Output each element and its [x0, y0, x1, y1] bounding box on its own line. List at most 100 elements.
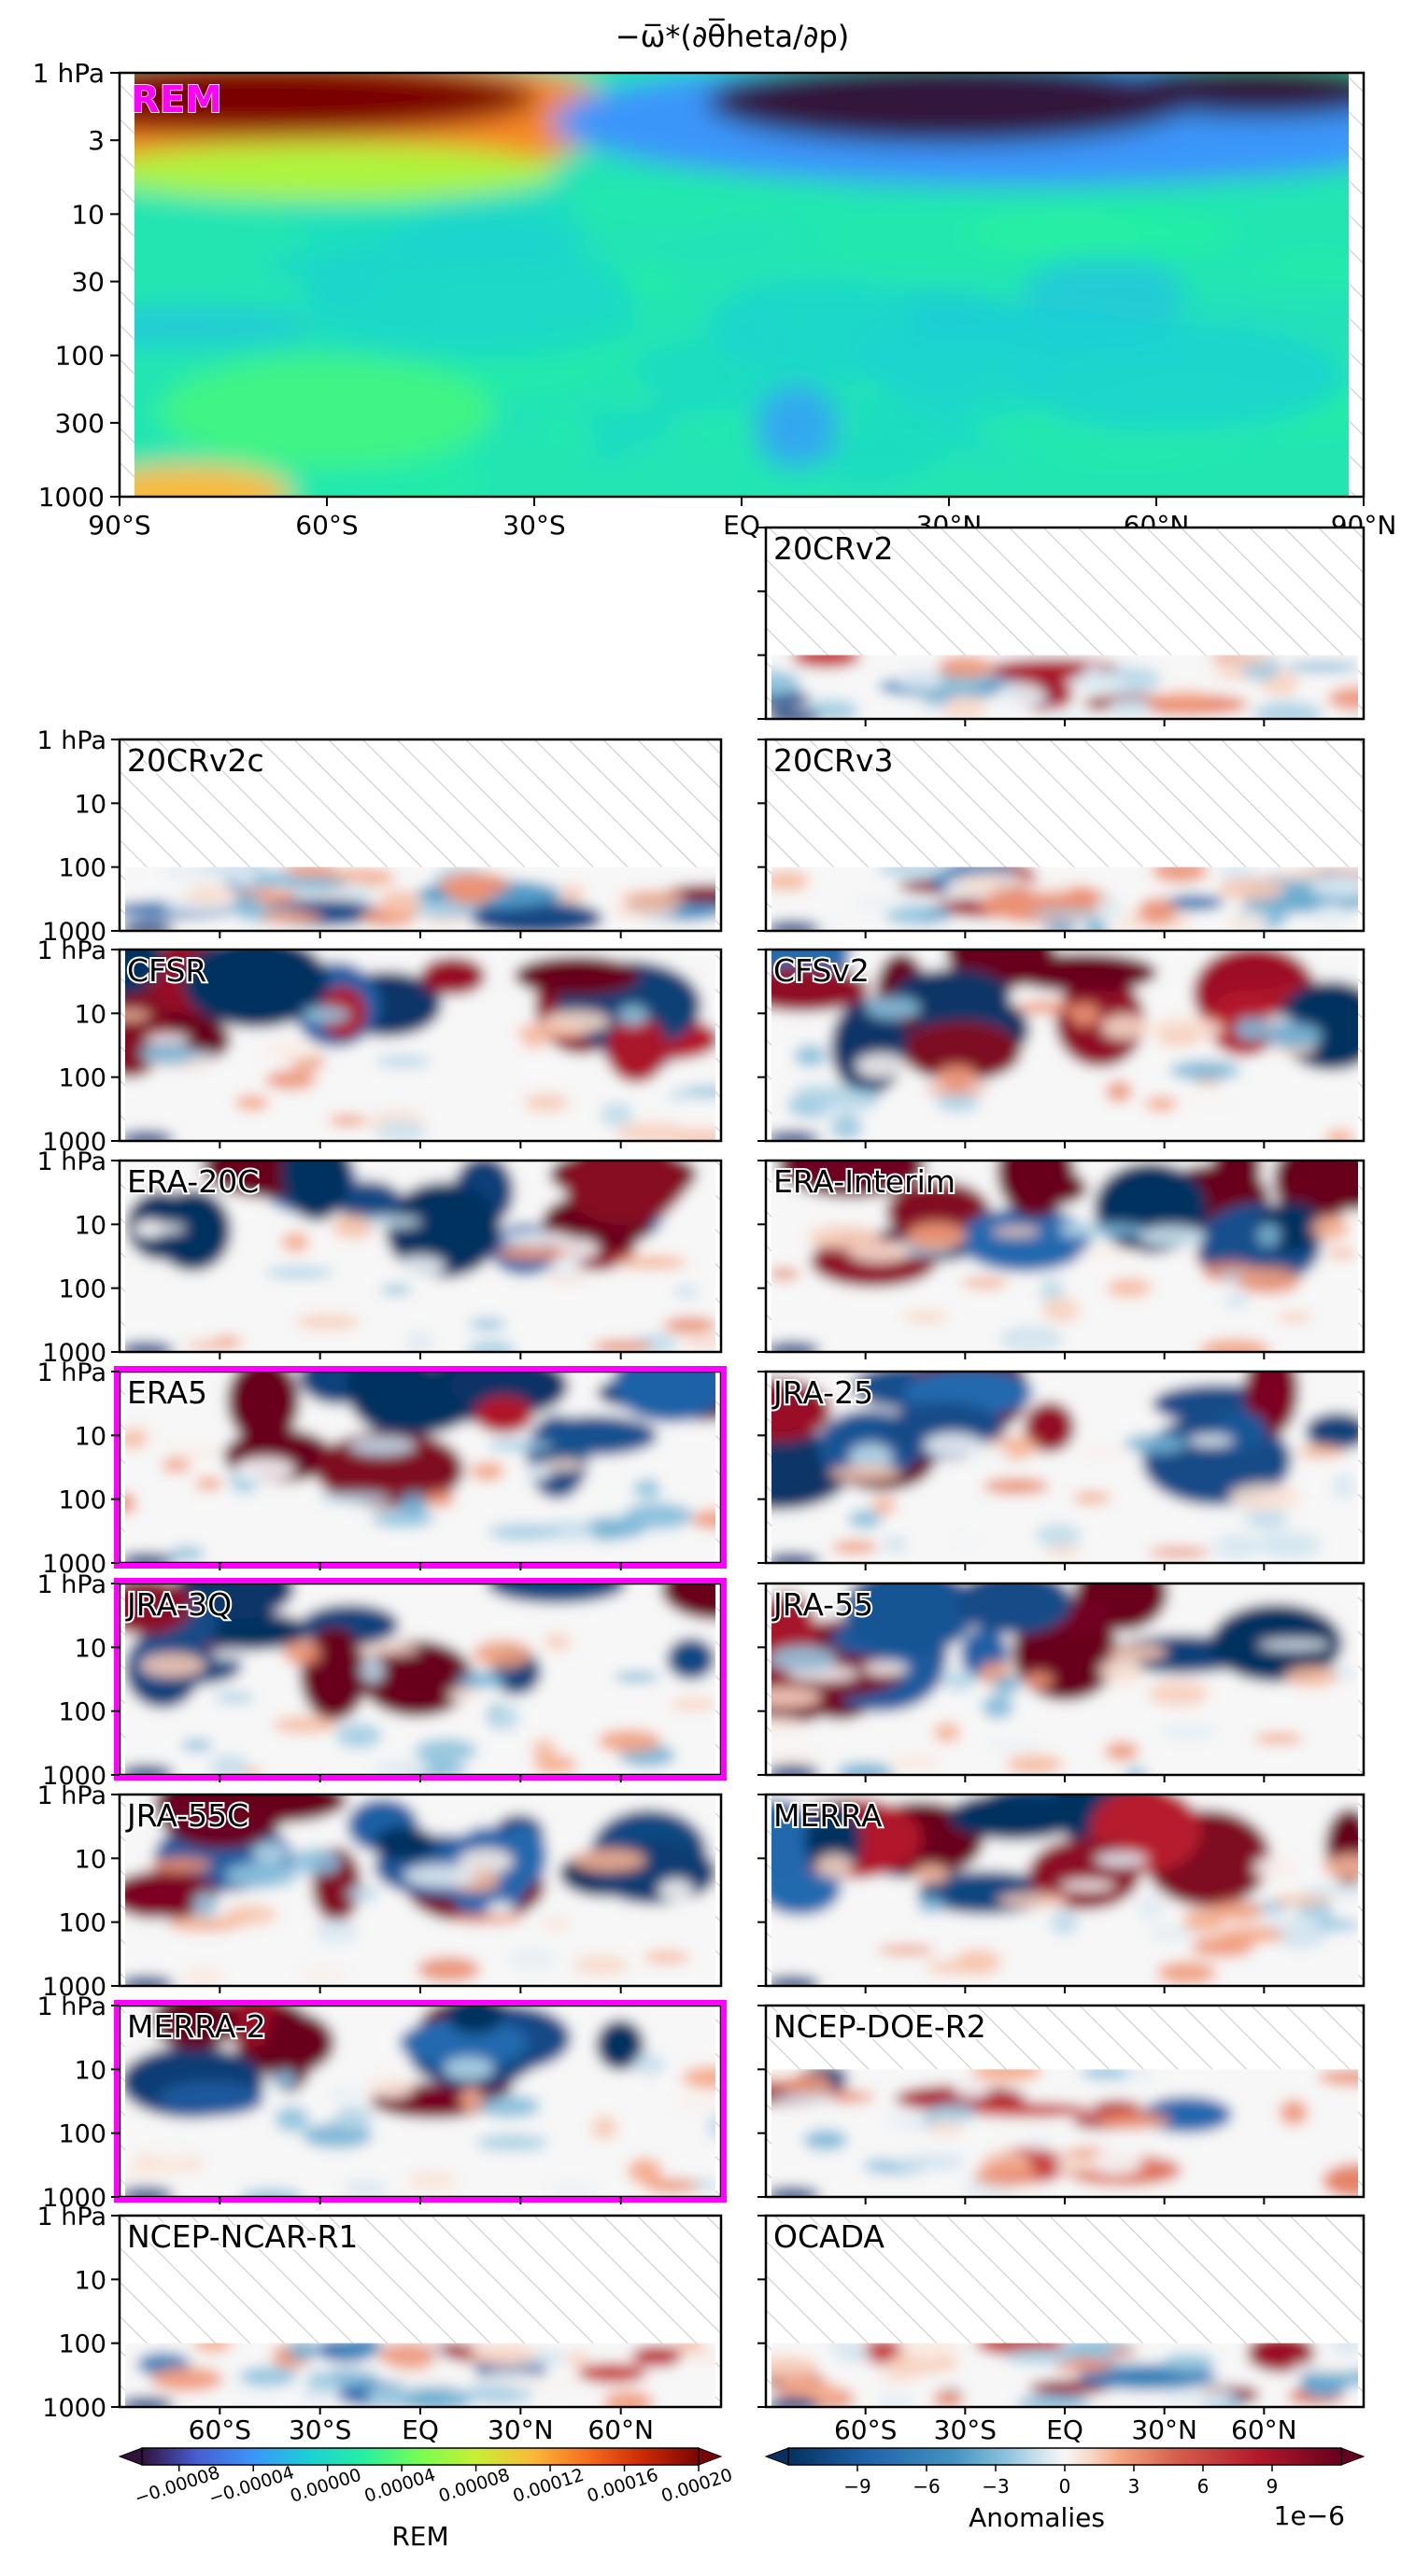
anomaly-blob [1279, 2099, 1309, 2126]
anomaly-blob [927, 2119, 964, 2138]
anomaly-blob [771, 1268, 800, 1280]
anomaly-blob [771, 920, 821, 932]
panel-label-cfsv2: CFSv2 [773, 952, 870, 989]
anomaly-blob [154, 1327, 222, 1344]
anomaly-blob [688, 2353, 715, 2364]
anomaly-blob [666, 1638, 715, 1681]
x-tick-label: 90°S [88, 510, 150, 541]
anomaly-blob [771, 1799, 819, 1882]
anomaly-blob [380, 1285, 413, 1295]
anomaly-blob [771, 1378, 832, 1443]
anomaly-blob [360, 1656, 385, 1684]
anomaly-blob [572, 1955, 630, 1976]
anomaly-blobs [771, 866, 1358, 932]
anomaly-blob [125, 1552, 175, 1563]
anomaly-blob [446, 2006, 504, 2034]
anomaly-blob [1188, 1434, 1234, 1447]
anomaly-blob [468, 1318, 506, 1330]
anomaly-blob [125, 1010, 150, 1021]
anomaly-blob [145, 1033, 190, 1045]
anomaly-blob [125, 2396, 175, 2408]
anomaly-blob [786, 1092, 837, 1119]
anomaly-blob [318, 1492, 391, 1505]
anomaly-blob [281, 1161, 352, 1221]
anomaly-blobs [771, 950, 1358, 1141]
anomaly-blob [613, 1671, 660, 1682]
anomaly-blob [903, 1310, 948, 1324]
anomaly-blob [883, 1535, 908, 1554]
anomaly-blob [1106, 1277, 1152, 1298]
anomaly-blob [829, 1465, 902, 1482]
anomaly-blob [1016, 2394, 1092, 2408]
anomaly-blob [394, 1255, 446, 1278]
x-tick-label: 60°S [295, 510, 358, 541]
anomaly-blob [1163, 894, 1224, 911]
anomaly-blob [1310, 904, 1351, 931]
y-tick-label: 1000 [42, 918, 106, 947]
anomaly-blob [958, 1207, 1091, 1273]
anomaly-blob [182, 950, 330, 1028]
anomaly-blob [375, 1119, 428, 1141]
y-tick-label: 3 [88, 125, 105, 156]
anomaly-blob [771, 1130, 821, 1141]
anomaly-blob [794, 1044, 827, 1067]
anomaly-blob [1054, 976, 1145, 1067]
anomaly-blob [406, 2170, 457, 2191]
anomaly-blob [670, 1697, 715, 1711]
anomaly-blob [1043, 922, 1079, 932]
anomaly-blob [224, 1862, 300, 1889]
anomaly-field [125, 1584, 715, 1775]
anomaly-blob [987, 888, 1031, 911]
anomaly-blob [771, 2076, 788, 2088]
panel-jra-25: JRA-25 [757, 1370, 1366, 1570]
anomaly-blob [1156, 1961, 1217, 1985]
anomaly-blob [125, 1764, 175, 1775]
panel-label-jra-55: JRA-55 [771, 1586, 873, 1623]
anomaly-blobs [771, 2069, 1358, 2197]
anomaly-blob [980, 1736, 1042, 1753]
anomaly-blob [466, 1340, 517, 1352]
anomaly-blob [1225, 1507, 1252, 1519]
panel-era5: 1 hPa 10 100 1000 ERA5 [37, 1358, 727, 1579]
anomaly-blob [224, 1904, 277, 1926]
anomaly-blobs [771, 1795, 1358, 1986]
anomaly-blob [149, 2366, 224, 2392]
anomaly-blob [631, 2345, 683, 2367]
panel-ocada: OCADA [757, 2214, 1366, 2414]
panel-label-era-interim: ERA-Interim [773, 1163, 955, 1200]
anomaly-blob [1006, 1753, 1064, 1775]
anomaly-blob [1326, 1248, 1356, 1259]
anomaly-blob [183, 884, 235, 905]
anomaly-blob [1049, 1910, 1079, 1936]
anomaly-blob [1024, 1401, 1075, 1453]
anomaly-blob [1026, 2133, 1052, 2151]
panel-label-merra-2: MERRA-2 [127, 2008, 266, 2045]
anomaly-blob [1152, 866, 1209, 883]
anomaly-blob [372, 1758, 430, 1775]
anomaly-blob [602, 2390, 654, 2408]
anomaly-blob [771, 708, 821, 720]
anomaly-blob [865, 996, 921, 1020]
anomaly-blob [955, 1584, 1073, 1635]
anomaly-blob [1233, 655, 1275, 666]
anomaly-blob [953, 2076, 993, 2099]
anomaly-blob [335, 1723, 382, 1750]
anomaly-blob [1257, 1223, 1281, 1247]
anomaly-blob [450, 1913, 523, 1925]
anomaly-blob [901, 1021, 1022, 1082]
anomaly-blob [612, 1372, 715, 1423]
anomaly-field [771, 1584, 1358, 1775]
anomaly-blob [660, 1584, 715, 1621]
x-tick-label: EQ [402, 2414, 439, 2445]
anomaly-blob [250, 872, 300, 887]
anomaly-blob [281, 1232, 310, 1253]
y-tick-label: 1000 [42, 1128, 106, 1157]
anomaly-blob [234, 1094, 270, 1111]
anomaly-blob [942, 1669, 977, 1692]
rem-variation [312, 286, 638, 360]
anomaly-blob [591, 2116, 617, 2140]
anomaly-blob [157, 2081, 264, 2118]
y-tick-label: 100 [58, 2120, 106, 2149]
y-tick-label: 1000 [42, 1762, 106, 1791]
